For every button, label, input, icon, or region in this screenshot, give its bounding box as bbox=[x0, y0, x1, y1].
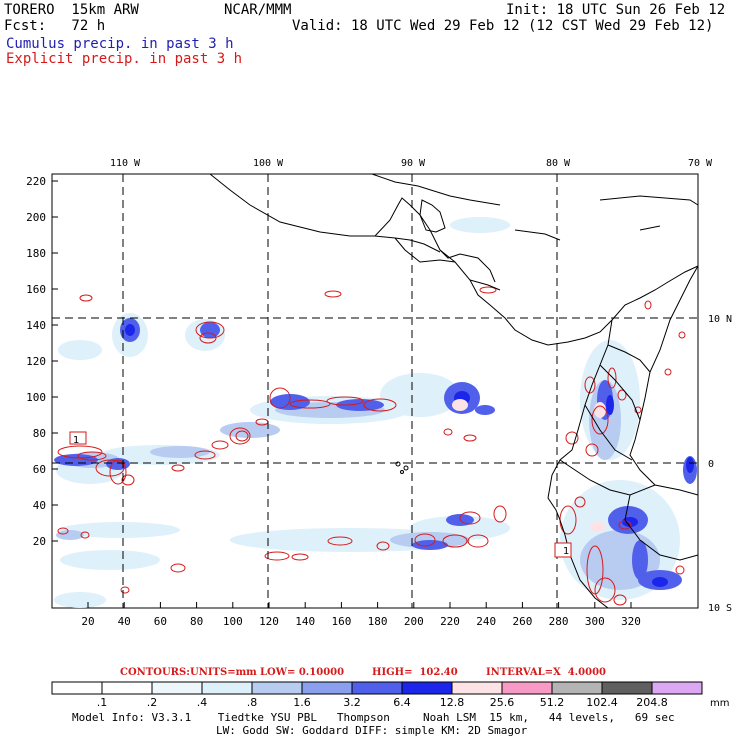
cumulus-legend: Cumulus precip. in past 3 h bbox=[6, 36, 234, 52]
lat-label: 0 bbox=[708, 459, 714, 470]
model-info: Model Info: V3.3.1 Tiedtke YSU PBL Thomp… bbox=[72, 711, 675, 724]
contours-high: HIGH= 102.40 bbox=[372, 667, 458, 678]
y-tick-label: 120 bbox=[26, 355, 46, 368]
colorbar-label: 3.2 bbox=[343, 696, 361, 709]
y-tick-label: 40 bbox=[33, 499, 46, 512]
colorbar-label: 25.6 bbox=[490, 696, 515, 709]
longitude-labels: 110 W 100 W 90 W 80 W 70 W bbox=[110, 158, 713, 169]
contours-units: UNITS=mm bbox=[190, 667, 257, 678]
colorbar-label: 12.8 bbox=[440, 696, 465, 709]
colorbar-swatch bbox=[601, 681, 653, 695]
colorbar-label: .2 bbox=[147, 696, 158, 709]
forecast-hour: Fcst: 72 h bbox=[4, 18, 106, 34]
y-tick-label: 200 bbox=[26, 211, 46, 224]
y-tick-label: 60 bbox=[33, 463, 46, 476]
lon-label: 70 W bbox=[688, 158, 713, 169]
y-tick-label: 160 bbox=[26, 283, 46, 296]
model-physics: LW: Godd SW: Goddard DIFF: simple KM: 2D… bbox=[216, 724, 528, 737]
colorbar-swatch bbox=[451, 681, 503, 695]
y-tick-label: 140 bbox=[26, 319, 46, 332]
model-title: TORERO 15km ARW bbox=[4, 2, 139, 18]
x-tick-label: 120 bbox=[259, 615, 279, 628]
init-time: Init: 18 UTC Sun 26 Feb 12 bbox=[506, 2, 726, 18]
colorbar-label: .1 bbox=[97, 696, 108, 709]
x-tick-label: 80 bbox=[190, 615, 203, 628]
colorbar-label: 6.4 bbox=[393, 696, 411, 709]
x-tick-label: 60 bbox=[154, 615, 167, 628]
explicit-light-areas bbox=[452, 399, 606, 532]
y-tick-label: 20 bbox=[33, 535, 46, 548]
y-axis-ticks: 220 200 180 160 140 120 100 80 60 40 20 bbox=[26, 175, 58, 548]
colorbar-swatch bbox=[151, 681, 203, 695]
colorbar-swatch bbox=[101, 681, 153, 695]
x-tick-label: 320 bbox=[621, 615, 641, 628]
colorbar-swatch bbox=[501, 681, 553, 695]
y-tick-label: 100 bbox=[26, 391, 46, 404]
x-axis-ticks: 20 40 60 80 100 120 140 160 180 200 220 240 260 280 30… bbox=[81, 602, 641, 628]
colorbar-label: 102.4 bbox=[586, 696, 618, 709]
contours-interval: INTERVAL=X 4.0000 bbox=[486, 667, 606, 678]
lon-label: 80 W bbox=[546, 158, 571, 169]
x-tick-label: 180 bbox=[368, 615, 388, 628]
colorbar-label: 51.2 bbox=[540, 696, 565, 709]
colorbar-label: 204.8 bbox=[636, 696, 668, 709]
colorbar-swatch bbox=[551, 681, 603, 695]
lon-label: 90 W bbox=[401, 158, 426, 169]
x-tick-label: 280 bbox=[549, 615, 569, 628]
x-tick-label: 140 bbox=[295, 615, 315, 628]
marker-1-label: 1 bbox=[73, 435, 79, 446]
colorbar-swatch bbox=[301, 681, 353, 695]
colorbar-unit: mm bbox=[710, 698, 729, 709]
y-tick-label: 80 bbox=[33, 427, 46, 440]
lon-label: 100 W bbox=[253, 158, 284, 169]
colorbar-swatch bbox=[201, 681, 253, 695]
x-tick-label: 240 bbox=[476, 615, 496, 628]
lat-lon-grid bbox=[52, 174, 698, 608]
marker-box-1 bbox=[69, 431, 87, 445]
x-tick-label: 20 bbox=[81, 615, 94, 628]
x-tick-label: 300 bbox=[585, 615, 605, 628]
lat-label: 10 N bbox=[708, 314, 732, 325]
colorbar-label: .4 bbox=[197, 696, 208, 709]
x-tick-label: 200 bbox=[404, 615, 424, 628]
valid-time: Valid: 18 UTC Wed 29 Feb 12 (12 CST Wed … bbox=[292, 18, 714, 34]
land-outlines bbox=[209, 173, 699, 609]
explicit-legend: Explicit precip. in past 3 h bbox=[6, 51, 243, 67]
marker-2-label: 1 bbox=[563, 546, 569, 557]
marker-boxes: 1 1 bbox=[69, 431, 572, 558]
colorbar-label: 1.6 bbox=[293, 696, 311, 709]
x-tick-label: 220 bbox=[440, 615, 460, 628]
lat-label: 10 S bbox=[708, 603, 732, 614]
colorbar-swatch bbox=[651, 681, 703, 695]
contours-label: CONTOURS: bbox=[120, 667, 190, 678]
contours-low: LOW= 0.10000 bbox=[260, 667, 345, 678]
y-tick-label: 220 bbox=[26, 175, 46, 188]
colorbar: .1 .2 .4 .8 1.6 3.2 6.4 12.8 25.6 51.2 102.4 204.8 m… bbox=[51, 681, 729, 709]
latitude-labels: 10 N 0 10 S bbox=[708, 314, 732, 614]
colorbar-swatch bbox=[51, 681, 103, 695]
x-tick-label: 260 bbox=[512, 615, 532, 628]
center-label: NCAR/MMM bbox=[224, 2, 292, 18]
colorbar-swatch bbox=[401, 681, 453, 695]
x-tick-label: 100 bbox=[223, 615, 243, 628]
marker-box-2 bbox=[554, 542, 572, 558]
y-tick-label: 180 bbox=[26, 247, 46, 260]
lon-label: 110 W bbox=[110, 158, 141, 169]
explicit-contours bbox=[57, 286, 686, 606]
colorbar-swatch bbox=[251, 681, 303, 695]
colorbar-swatch bbox=[351, 681, 403, 695]
colorbar-label: .8 bbox=[247, 696, 258, 709]
x-tick-label: 40 bbox=[118, 615, 131, 628]
x-tick-label: 160 bbox=[331, 615, 351, 628]
